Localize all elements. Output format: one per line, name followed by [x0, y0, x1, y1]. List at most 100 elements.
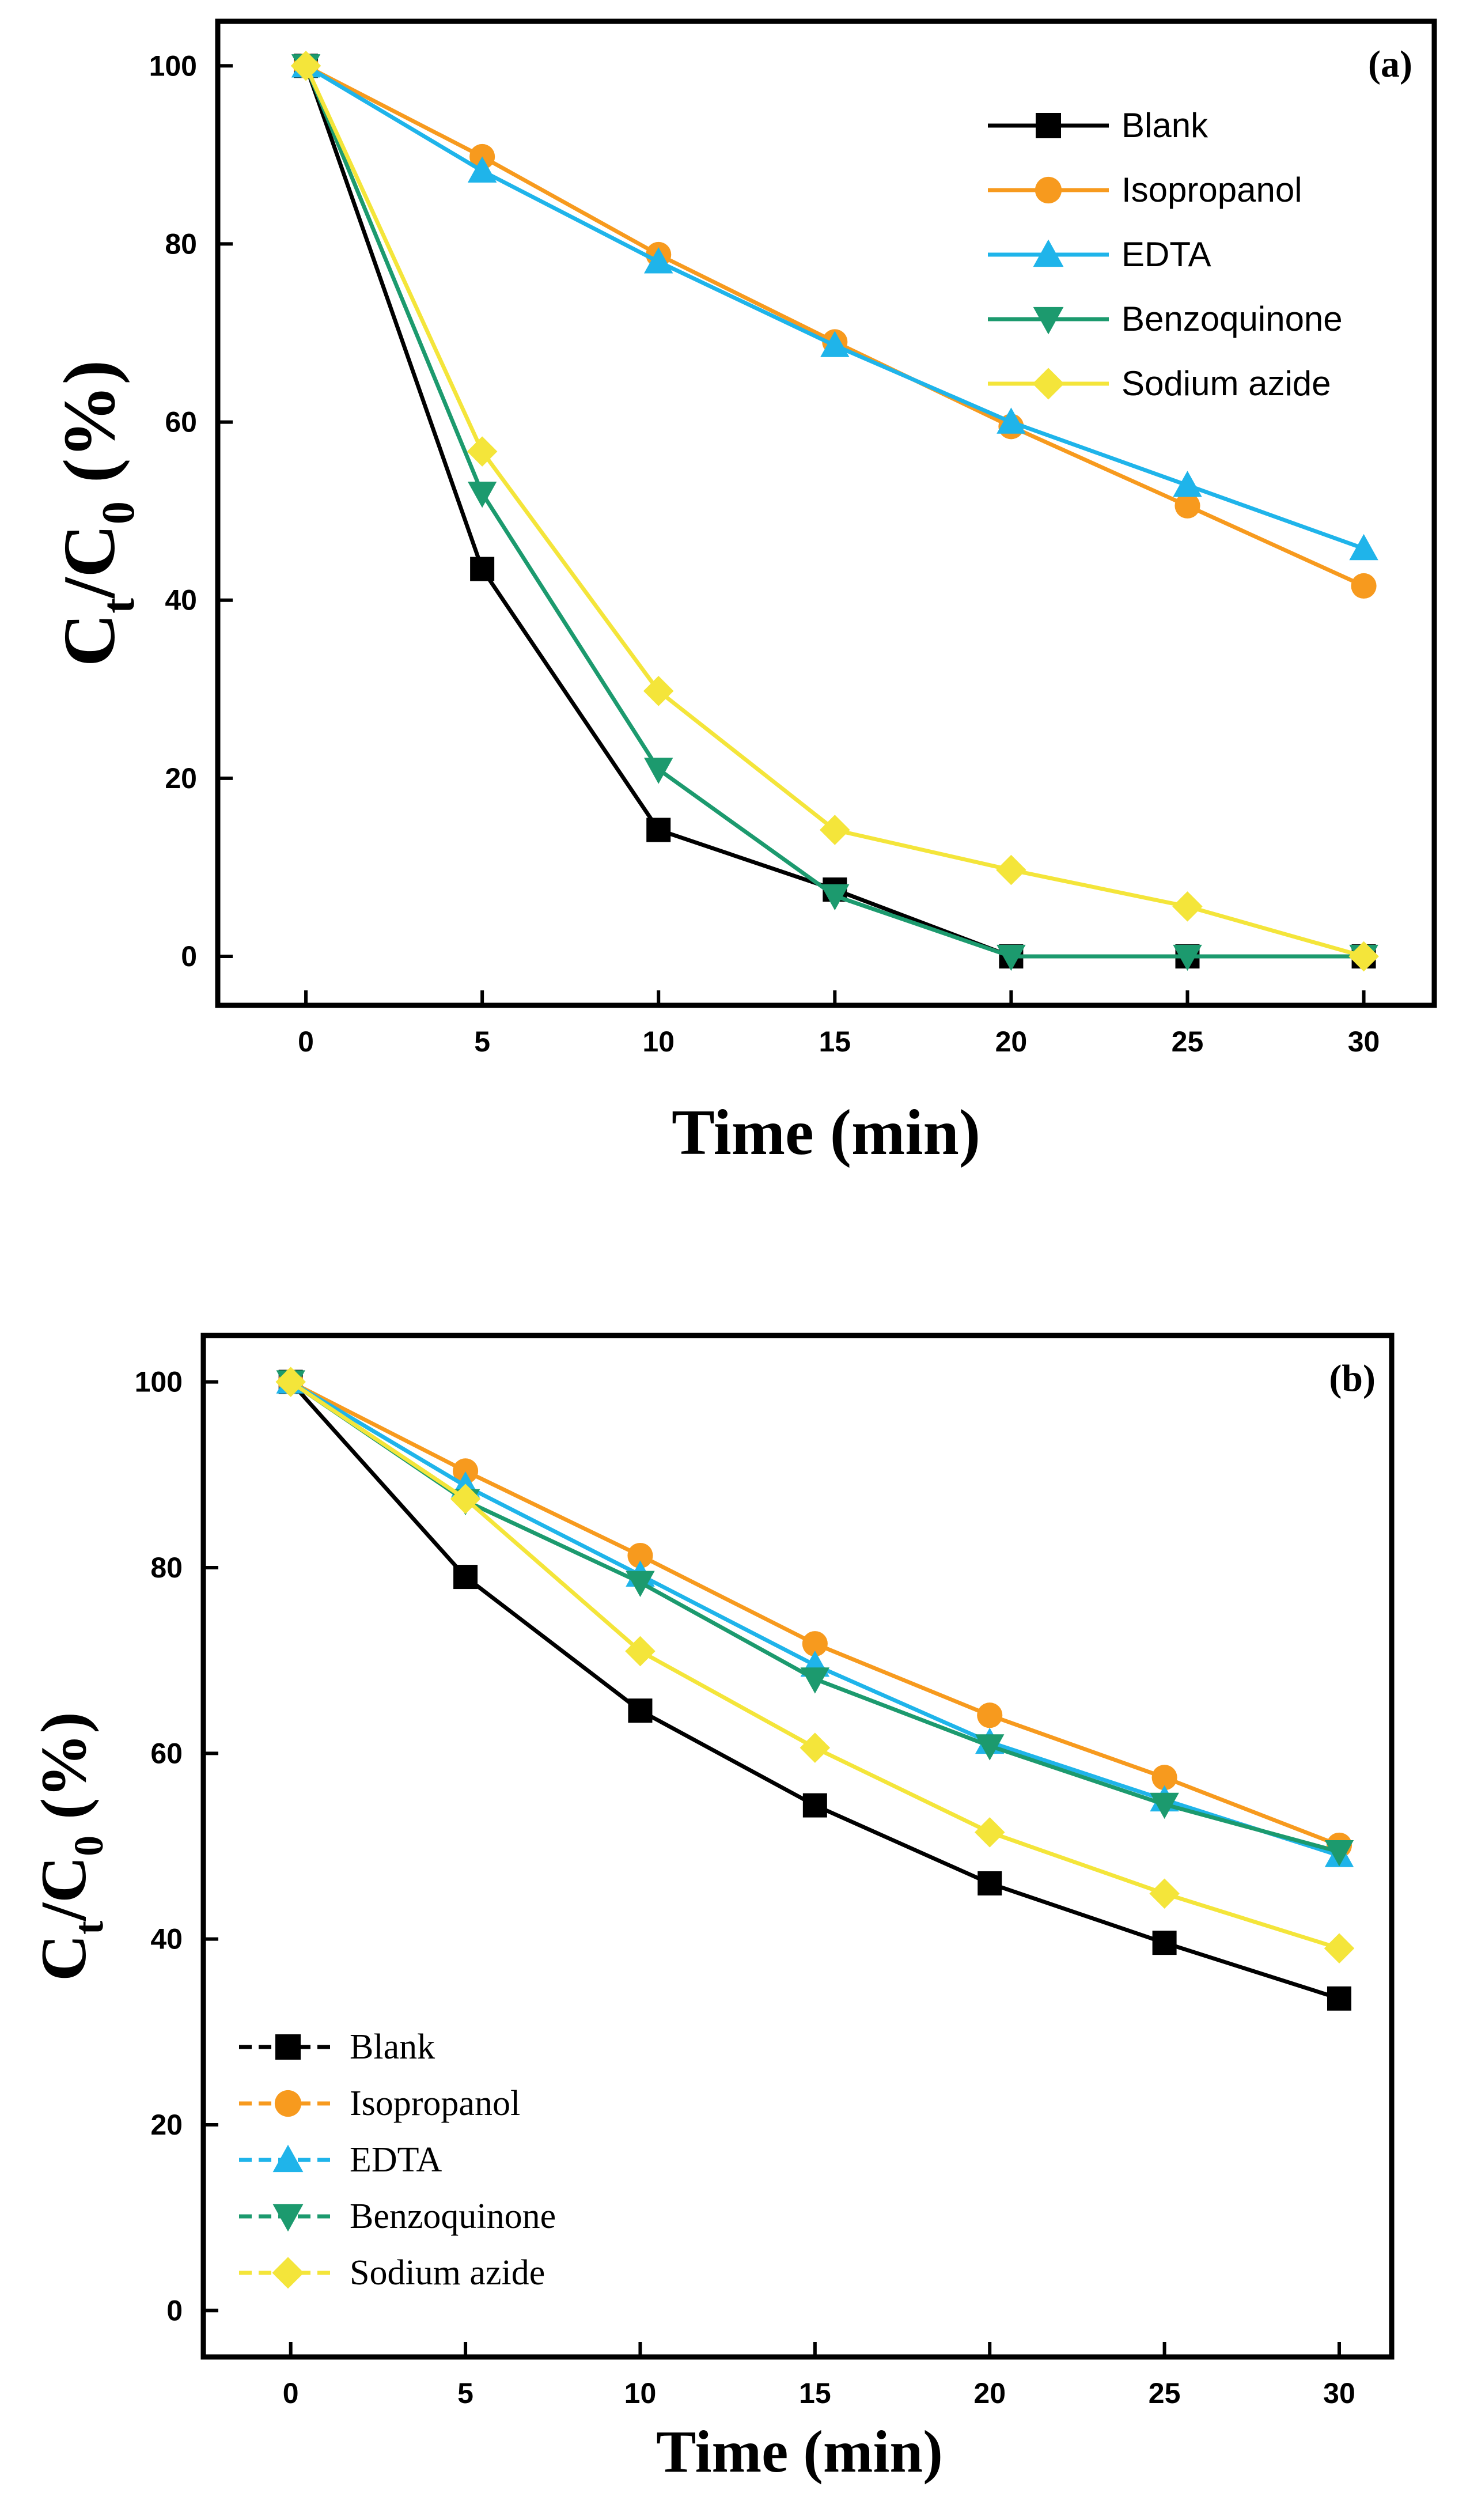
- panel-b-point-sodium-azide: [1149, 1878, 1180, 1909]
- panel-a-legend-label: Isopropanol: [1122, 171, 1302, 209]
- panel-b-point-blank: [628, 1698, 653, 1723]
- panel-b-point-blank: [453, 1565, 478, 1590]
- panel-b-point-sodium-azide: [800, 1732, 831, 1763]
- panel-b-point-blank: [802, 1793, 827, 1818]
- panel-b-y-tick-label: 80: [150, 1552, 183, 1584]
- panel-b-point-isopropanol: [802, 1631, 828, 1657]
- panel-a-y-axis-title: Ct/C0 (%): [48, 360, 144, 667]
- panel-a-x-tick-label: 20: [995, 1026, 1028, 1058]
- panel-a-point-benzoquinone: [1173, 944, 1202, 971]
- panel-b-series-benzoquinone: [276, 1370, 1354, 1867]
- panel-a-point-benzoquinone: [997, 944, 1026, 971]
- panel-a-legend-marker: [1033, 239, 1064, 267]
- panel-a-point-edta: [997, 407, 1026, 434]
- panel-b-point-benzoquinone: [1150, 1792, 1179, 1819]
- panel-b-point-sodium-azide: [1324, 1933, 1355, 1964]
- panel-b-point-sodium-azide: [625, 1636, 656, 1667]
- panel-a-y-tick-label: 0: [181, 940, 197, 973]
- panel-b-point-isopropanol: [453, 1458, 479, 1484]
- panel-b-legend-marker: [272, 2257, 304, 2289]
- panel-b-point-sodium-azide: [275, 1367, 306, 1397]
- panel-a-legend-marker: [1033, 307, 1064, 335]
- panel-b-x-tick-label: 5: [457, 2377, 473, 2409]
- panel-b-legend-item-blank: Blank: [239, 2027, 435, 2067]
- panel-a-point-edta: [1173, 471, 1202, 497]
- panel-b-x-tick-label: 25: [1149, 2377, 1181, 2409]
- panel-b-series-sodium-azide: [275, 1367, 1355, 1964]
- panel-a-legend-label: Blank: [1122, 106, 1208, 145]
- panel-b-legend-label: Isopropanol: [350, 2084, 520, 2123]
- panel-a-point-edta: [467, 156, 497, 183]
- panel-b-point-sodium-azide: [450, 1484, 481, 1514]
- panel-a-legend-item-sodium-azide: Sodium azide: [988, 364, 1331, 403]
- panel-a-y-tick-label: 100: [149, 50, 197, 82]
- panel-a-legend-label: Sodium azide: [1122, 364, 1331, 403]
- panel-a-point-sodium-azide: [1172, 891, 1203, 922]
- panel-b-series-isopropanol: [278, 1369, 1352, 1858]
- panel-a-y-tick-label: 40: [165, 584, 197, 616]
- panel-a-legend-label: Benzoquinone: [1122, 300, 1343, 338]
- panel-a-point-sodium-azide: [1348, 941, 1379, 972]
- panel-a-point-sodium-azide: [643, 676, 674, 706]
- panel-b-y-tick-label: 60: [150, 1737, 183, 1769]
- panel-b-point-sodium-azide: [974, 1817, 1005, 1848]
- panel-b-y-tick-label: 40: [150, 1923, 183, 1955]
- panel-a-point-sodium-azide: [290, 51, 321, 81]
- panel-a-x-axis-title: Time (min): [672, 1097, 980, 1168]
- panel-a-legend: Blank Isopropanol EDTA Benzoquinone Sodium a…: [988, 106, 1343, 403]
- panel-a-legend-marker: [1032, 368, 1064, 400]
- panel-b-x-tick-label: 0: [283, 2377, 299, 2409]
- panel-b-x-tick-label: 30: [1323, 2377, 1355, 2409]
- panel-b-x-tick-label: 10: [624, 2377, 657, 2409]
- panel-a-x-tick-label: 15: [819, 1026, 851, 1058]
- panel-b-legend-marker: [272, 2144, 304, 2173]
- panel-a-legend-item-isopropanol: Isopropanol: [988, 171, 1302, 209]
- panel-b-y-axis-title: Ct/C0 (%): [28, 1712, 112, 1981]
- panel-b-x-axis-title: Time (min): [656, 2419, 943, 2485]
- panel-b-label: (b): [1329, 1357, 1376, 1399]
- panel-a-x-tick-label: 5: [474, 1026, 490, 1058]
- panel-b-legend-marker: [275, 2034, 301, 2060]
- panel-a-frame: [215, 18, 1437, 1008]
- panel-a-point-benzoquinone: [467, 482, 497, 508]
- panel-a-x-tick-label: 10: [642, 1026, 675, 1058]
- panel-a-point-isopropanol: [1351, 573, 1377, 599]
- panel-a-point-edta: [644, 247, 673, 274]
- panel-a-y-tick-label: 80: [165, 228, 197, 260]
- panel-b-point-benzoquinone: [975, 1734, 1005, 1761]
- panel-b-point-blank: [1327, 1986, 1351, 2011]
- panel-a-point-sodium-azide: [996, 854, 1026, 886]
- panel-b-point-isopropanol: [627, 1542, 653, 1569]
- panel-a-legend-marker: [1035, 176, 1062, 204]
- panel-a-point-sodium-azide: [467, 436, 498, 467]
- panel-b-legend-item-sodium-azide: Sodium azide: [239, 2253, 545, 2292]
- panel-a-point-benzoquinone: [644, 758, 673, 784]
- panel-a-y-tick-label: 60: [165, 406, 197, 438]
- panel-b-legend-item-benzoquinone: Benzoquinone: [239, 2197, 556, 2236]
- panel-b-legend-item-isopropanol: Isopropanol: [239, 2084, 520, 2123]
- panel-a-label: (a): [1368, 43, 1412, 85]
- panel-b-point-blank: [1152, 1931, 1177, 1955]
- panel-b-legend-marker: [274, 2090, 302, 2117]
- panel-a-legend-item-benzoquinone: Benzoquinone: [988, 300, 1343, 338]
- panel-b-series-edta: [276, 1367, 1354, 1867]
- panel-b-x-tick-label: 20: [973, 2377, 1006, 2409]
- panel-b-y-tick-label: 20: [150, 2109, 183, 2141]
- panel-a-legend-label: EDTA: [1122, 235, 1211, 274]
- panel-b-legend-label: EDTA: [350, 2140, 442, 2180]
- panel-b-point-isopropanol: [1151, 1765, 1177, 1791]
- panel-b-series-line-benzoquinone: [289, 1380, 1340, 1854]
- panel-b-point-benzoquinone: [626, 1571, 655, 1597]
- panel-b-x-tick-label: 15: [799, 2377, 831, 2409]
- panel-a-x-tick-label: 25: [1172, 1026, 1204, 1058]
- panel-a-point-blank: [470, 557, 495, 581]
- panel-b-legend-label: Benzoquinone: [350, 2197, 556, 2236]
- panel-b-legend-label: Blank: [350, 2027, 435, 2067]
- panel-b-series-line-isopropanol: [290, 1380, 1340, 1848]
- panel-b-point-benzoquinone: [800, 1667, 830, 1694]
- panel-b-point-blank: [978, 1871, 1002, 1895]
- panel-b-legend: Blank Isopropanol EDTA Benzoquinone Sodium a…: [239, 2027, 556, 2292]
